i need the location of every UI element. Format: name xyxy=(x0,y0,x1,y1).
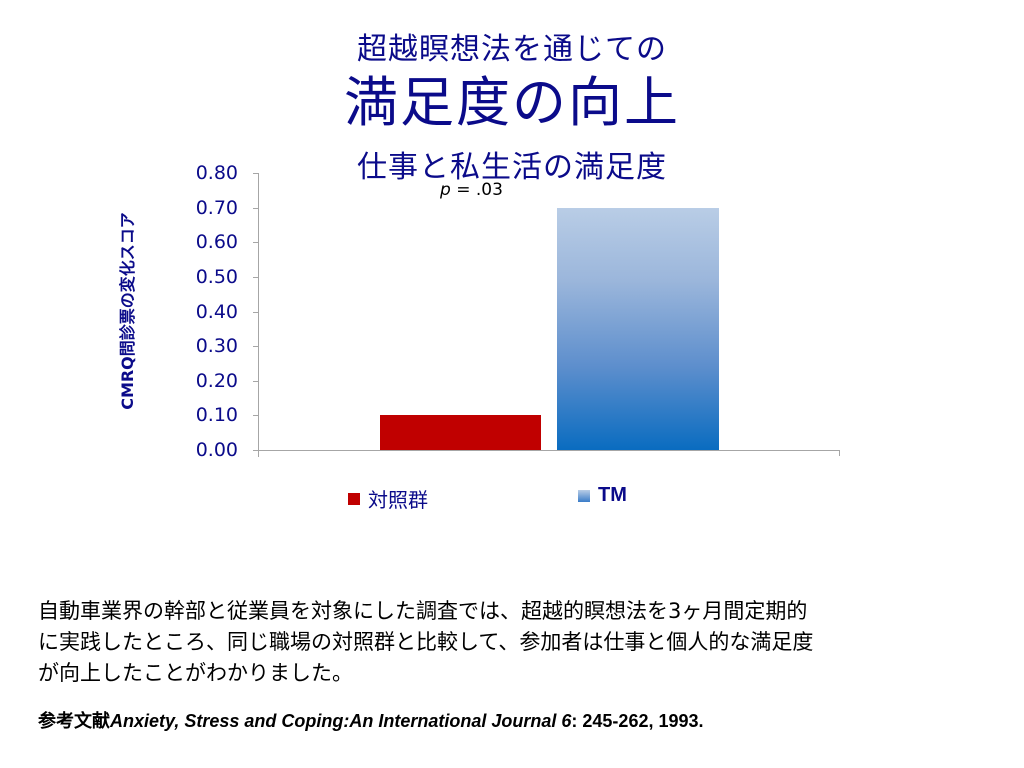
chart-title: 仕事と私生活の満足度 xyxy=(357,150,667,185)
page-title: 満足度の向上 xyxy=(344,71,680,134)
y-tick-mark xyxy=(253,415,258,417)
y-tick-mark xyxy=(253,346,258,348)
body-text: 自動車業界の幹部と従業員を対象にした調査では、超越的瞑想法を3ヶ月間定期的 に実… xyxy=(38,596,998,689)
reference-citation: 参考文献Anxiety, Stress and Coping:An Intern… xyxy=(38,707,704,733)
y-tick-mark xyxy=(253,311,258,313)
y-tick-mark xyxy=(253,242,258,244)
p-value-annotation: p = .03 xyxy=(440,180,503,200)
y-tick-label: 0.30 xyxy=(195,335,238,358)
y-tick-label: 0.60 xyxy=(195,231,238,254)
legend-swatch-blue xyxy=(578,489,590,502)
legend-swatch-red xyxy=(348,492,360,505)
y-tick-label: 0.80 xyxy=(195,162,238,184)
bar-control-group xyxy=(380,415,541,450)
p-value: = .03 xyxy=(450,180,503,200)
y-axis-label: CMRQ問診票の変化スコア xyxy=(118,212,137,410)
bar-tm xyxy=(557,207,719,450)
p-symbol: p xyxy=(440,180,451,200)
reference-details: : 245-262, 1993. xyxy=(571,711,704,731)
y-tick-mark xyxy=(253,207,258,209)
y-tick-mark xyxy=(253,380,258,382)
body-text-line: 自動車業界の幹部と従業員を対象にした調査では、超越的瞑想法を3ヶ月間定期的 xyxy=(38,599,808,623)
title-subheading: 超越瞑想法を通じての xyxy=(357,32,667,67)
y-tick-label: 0.50 xyxy=(195,265,238,288)
y-tick-mark xyxy=(253,173,258,174)
y-axis-line xyxy=(258,173,259,457)
reference-journal: Anxiety, Stress and Coping:An Internatio… xyxy=(110,711,572,731)
y-tick-label: 0.70 xyxy=(195,196,238,219)
y-tick-mark xyxy=(253,276,258,278)
legend-label-tm: TM xyxy=(598,484,627,506)
y-tick-label: 0.10 xyxy=(195,404,238,427)
y-tick-label: 0.20 xyxy=(195,369,238,392)
y-tick-label: 0.40 xyxy=(195,300,238,323)
body-text-line: が向上したことがわかりました。 xyxy=(38,661,353,685)
reference-label: 参考文献 xyxy=(38,711,110,731)
x-axis-end-tick xyxy=(839,450,840,456)
body-text-line: に実践したところ、同じ職場の対照群と比較して、参加者は仕事と個人的な満足度 xyxy=(38,630,814,654)
legend-label-control: 対照群 xyxy=(368,488,428,512)
x-axis-line xyxy=(253,450,840,451)
legend-item-control: 対照群 xyxy=(348,484,428,513)
y-tick-label: 0.00 xyxy=(195,439,238,461)
legend-item-tm: TM xyxy=(578,484,627,507)
